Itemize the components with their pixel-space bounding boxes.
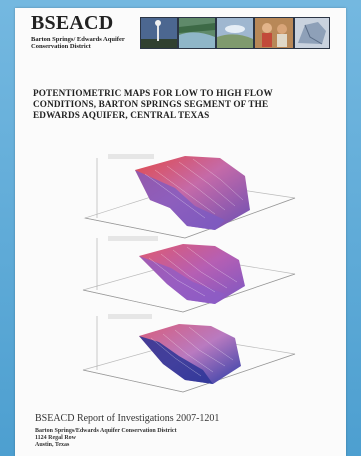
- photo-landscape: [217, 18, 253, 48]
- surface-map-high-flow: [83, 154, 296, 239]
- photo-creek: [179, 18, 215, 48]
- surface-map-average-flow: [82, 236, 296, 313]
- publisher-city: Austin, Texas: [35, 442, 70, 448]
- photo-sky-tower: [141, 18, 177, 48]
- photo-people: [255, 18, 293, 48]
- header-photo-strip: [140, 17, 330, 49]
- publisher-name: Barton Springs/Edwards Aquifer Conservat…: [35, 428, 177, 434]
- publisher-street: 1124 Regal Row: [35, 435, 76, 441]
- org-subtitle-line-2: Conservation District: [31, 43, 91, 50]
- org-name: BSEACD: [31, 12, 114, 34]
- report-title-line-3: EDWARDS AQUIFER, CENTRAL TEXAS: [33, 110, 210, 120]
- report-title-line-1: POTENTIOMETRIC MAPS FOR LOW TO HIGH FLOW: [33, 88, 273, 98]
- report-series-line: BSEACD Report of Investigations 2007-120…: [35, 413, 220, 424]
- photo-map: [295, 18, 329, 48]
- report-title: POTENTIOMETRIC MAPS FOR LOW TO HIGH FLOW…: [33, 88, 335, 121]
- org-subtitle-line-1: Barton Springs/ Edwards Aquifer: [31, 36, 125, 43]
- surface-map-low-flow: [82, 314, 296, 393]
- report-cover-page: BSEACD Barton Springs/ Edwards Aquifer C…: [15, 8, 346, 456]
- report-title-line-2: CONDITIONS, BARTON SPRINGS SEGMENT OF TH…: [33, 99, 269, 109]
